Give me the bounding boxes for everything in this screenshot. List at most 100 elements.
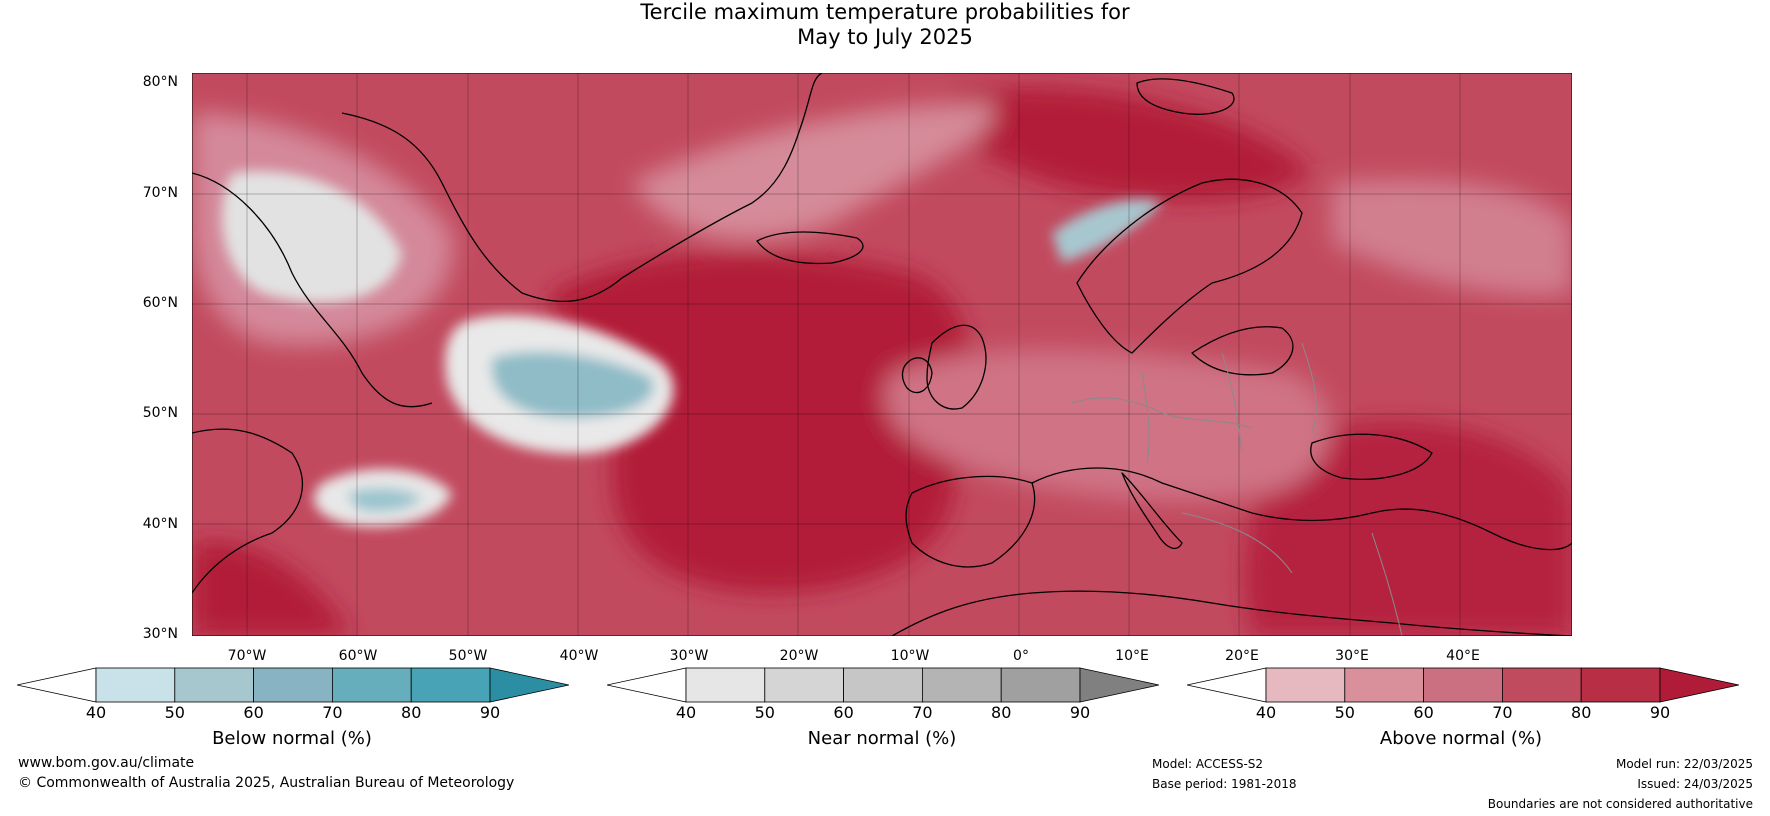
below-normal-region-newfoundland bbox=[347, 488, 422, 512]
colorbar-title-near: Near normal (%) bbox=[807, 728, 957, 749]
border-3 bbox=[1221, 352, 1243, 454]
colorbar-segment bbox=[1344, 667, 1425, 703]
coastlines bbox=[192, 73, 1572, 636]
colorbar-tick-label: 50 bbox=[754, 703, 775, 722]
lat-label-30n: 30°N bbox=[142, 626, 178, 642]
high-prob-region-sw bbox=[192, 541, 352, 636]
lon-label-30e: 30°E bbox=[1335, 648, 1369, 664]
colorbar-tick-label: 40 bbox=[1255, 703, 1277, 722]
high-prob-region-atlantic bbox=[549, 252, 970, 593]
colorbar-below-normal bbox=[17, 667, 569, 703]
colorbar-segment bbox=[921, 667, 1002, 703]
lon-label-50w: 50°W bbox=[448, 648, 488, 664]
colorbar-tick-label: 90 bbox=[1069, 703, 1091, 722]
coast-scandinavia bbox=[1076, 178, 1303, 354]
colorbar-segment bbox=[95, 667, 176, 703]
colorbar-tick-label: 70 bbox=[1492, 703, 1513, 722]
colorbar-arrow-high bbox=[1659, 667, 1739, 703]
colorbar-arrow-low bbox=[607, 667, 687, 703]
coast-labrador bbox=[192, 428, 304, 594]
colorbar-tick-label: 50 bbox=[1334, 703, 1355, 722]
colorbar-segment bbox=[331, 667, 412, 703]
colorbar-tick-label: 80 bbox=[991, 703, 1012, 722]
colorbar-tick-label: 60 bbox=[1413, 703, 1434, 722]
footer-model: Model: ACCESS-S2 bbox=[1152, 757, 1264, 771]
colorbar-near-normal bbox=[607, 667, 1159, 703]
lon-label-10e: 10°E bbox=[1115, 648, 1149, 664]
footer-disclaimer: Boundaries are not considered authoritat… bbox=[1487, 797, 1753, 811]
coast-baltic bbox=[1191, 326, 1294, 376]
lat-label-60n: 60°N bbox=[142, 295, 178, 311]
colorbar-tick-label: 40 bbox=[675, 703, 697, 722]
coast-iceland bbox=[756, 231, 864, 265]
colorbar-tick-label: 90 bbox=[1649, 703, 1671, 722]
coast-greenland bbox=[341, 73, 823, 303]
lat-label-70n: 70°N bbox=[142, 185, 178, 201]
lat-label-40n: 40°N bbox=[142, 516, 178, 532]
colorbar-tick-label: 70 bbox=[322, 703, 343, 722]
colorbar-arrow-high bbox=[1079, 667, 1159, 703]
coast-black-sea bbox=[1310, 433, 1433, 480]
colorbar-segment bbox=[1580, 667, 1661, 703]
lon-label-10w: 10°W bbox=[890, 648, 930, 664]
map-title: Tercile maximum temperature probabilitie… bbox=[0, 0, 1770, 50]
probability-map bbox=[192, 73, 1572, 636]
colorbar-arrow-low bbox=[17, 667, 97, 703]
colorbar-segment bbox=[1265, 667, 1346, 703]
moderate-region-greenland-sea bbox=[632, 103, 995, 240]
colorbar-arrow-high bbox=[489, 667, 569, 703]
lon-label-60w: 60°W bbox=[338, 648, 378, 664]
map-title-line-2: May to July 2025 bbox=[797, 25, 973, 49]
colorbar-segment bbox=[1423, 667, 1503, 703]
colorbar-segment bbox=[410, 667, 491, 703]
colorbar-tick-label: 90 bbox=[479, 703, 501, 722]
colorbar-segment bbox=[764, 667, 845, 703]
coast-svalbard bbox=[1136, 78, 1235, 115]
colorbar-segment bbox=[843, 667, 923, 703]
near-normal-region-labrador bbox=[222, 171, 402, 303]
lon-label-30w: 30°W bbox=[669, 648, 709, 664]
footer-base-period: Base period: 1981-2018 bbox=[1152, 777, 1297, 791]
coast-ireland bbox=[901, 357, 933, 394]
coast-north-africa bbox=[891, 590, 1572, 636]
colorbar-tick-label: 50 bbox=[164, 703, 185, 722]
high-prob-region-arctic bbox=[948, 87, 1312, 201]
border-4 bbox=[1301, 342, 1317, 434]
map-title-line-1: Tercile maximum temperature probabilitie… bbox=[640, 0, 1130, 24]
below-normal-region-atlantic bbox=[491, 351, 654, 418]
moderate-region-north-east bbox=[1332, 179, 1572, 295]
lat-label-80n: 80°N bbox=[142, 74, 178, 90]
footer-issued: Issued: 24/03/2025 bbox=[1637, 777, 1753, 791]
colorbar-segment bbox=[174, 667, 255, 703]
colorbar-tick-label: 60 bbox=[243, 703, 264, 722]
border-2 bbox=[1141, 372, 1150, 464]
coast-italy bbox=[1121, 472, 1183, 550]
colorbar-tick-label: 80 bbox=[1571, 703, 1592, 722]
moderate-region-europe bbox=[884, 349, 1332, 501]
colorbar-title-above: Above normal (%) bbox=[1379, 728, 1543, 749]
footer-copyright: © Commonwealth of Australia 2025, Austra… bbox=[18, 775, 515, 791]
footer-model-run: Model run: 22/03/2025 bbox=[1615, 757, 1753, 771]
colorbar-tick-label: 40 bbox=[85, 703, 107, 722]
lon-label-40e: 40°E bbox=[1446, 648, 1480, 664]
coast-iberia bbox=[905, 475, 1036, 568]
colorbar-above-normal bbox=[1187, 667, 1739, 703]
coast-canada bbox=[192, 172, 433, 408]
colorbar-segment bbox=[1501, 667, 1582, 703]
lon-label-40w: 40°W bbox=[559, 648, 599, 664]
footer-website: www.bom.gov.au/climate bbox=[18, 755, 195, 771]
colorbar-segment bbox=[685, 667, 766, 703]
colorbar-tick-label: 80 bbox=[401, 703, 422, 722]
country-borders bbox=[1071, 342, 1403, 636]
graticule bbox=[192, 73, 1572, 636]
coast-british-isles bbox=[926, 324, 987, 410]
lat-label-50n: 50°N bbox=[142, 405, 178, 421]
border-1 bbox=[1071, 397, 1253, 429]
colorbar-tick-label: 70 bbox=[912, 703, 933, 722]
colorbar-segment bbox=[253, 667, 333, 703]
lon-label-20e: 20°E bbox=[1225, 648, 1259, 664]
colorbar-tick-label: 60 bbox=[833, 703, 854, 722]
border-5 bbox=[1181, 512, 1293, 574]
colorbar-segment bbox=[1000, 667, 1081, 703]
lon-label-20w: 20°W bbox=[779, 648, 819, 664]
